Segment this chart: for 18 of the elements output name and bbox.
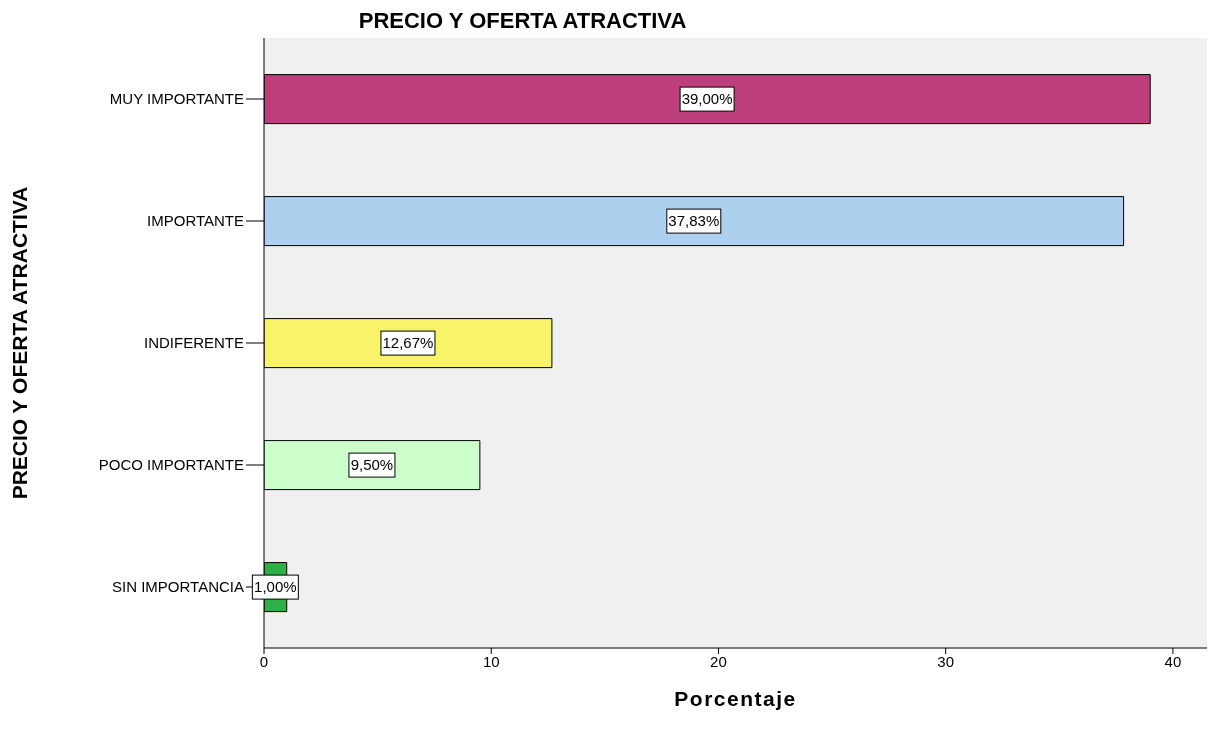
y-tick-label: SIN IMPORTANCIA — [112, 578, 244, 596]
y-tick-label: MUY IMPORTANTE — [109, 90, 244, 108]
x-tick-label: 40 — [1164, 652, 1182, 670]
y-tick-label: IMPORTANTE — [147, 212, 244, 230]
data-label: 1,00% — [254, 578, 297, 596]
x-tick-label: 20 — [710, 652, 727, 670]
x-tick-label: 30 — [937, 652, 955, 670]
chart-title: PRECIO Y OFERTA ATRACTIVA — [358, 8, 687, 33]
data-label: 12,67% — [382, 334, 434, 352]
y-tick-label: INDIFERENTE — [143, 334, 244, 352]
data-label: 9,50% — [350, 456, 394, 474]
y-axis-title: PRECIO Y OFERTA ATRACTIVA — [8, 186, 32, 500]
data-label: 39,00% — [681, 90, 733, 108]
x-tick-label: 10 — [482, 652, 500, 670]
x-axis-title: Porcentaje — [674, 687, 797, 710]
y-tick-label: POCO IMPORTANTE — [98, 456, 244, 474]
data-label: 37,83% — [668, 212, 720, 230]
x-tick-label: 0 — [259, 652, 269, 670]
